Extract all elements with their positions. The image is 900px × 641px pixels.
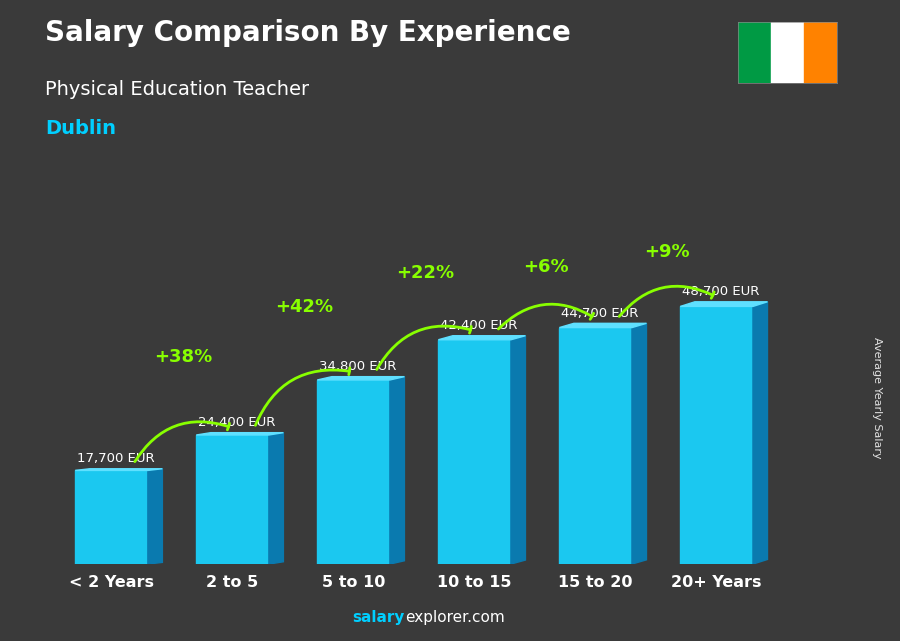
Text: +9%: +9% bbox=[644, 242, 690, 260]
Text: salary: salary bbox=[353, 610, 405, 625]
Bar bbox=[680, 306, 753, 564]
Text: 42,400 EUR: 42,400 EUR bbox=[440, 319, 517, 332]
Bar bbox=[559, 328, 632, 564]
Text: 44,700 EUR: 44,700 EUR bbox=[562, 306, 639, 319]
Polygon shape bbox=[76, 469, 162, 470]
Polygon shape bbox=[318, 377, 404, 380]
Polygon shape bbox=[390, 377, 404, 564]
Text: +6%: +6% bbox=[523, 258, 569, 276]
Polygon shape bbox=[511, 336, 526, 564]
Polygon shape bbox=[632, 323, 646, 564]
Text: 48,700 EUR: 48,700 EUR bbox=[682, 285, 760, 298]
Text: 17,700 EUR: 17,700 EUR bbox=[77, 452, 155, 465]
Polygon shape bbox=[196, 433, 284, 435]
Bar bbox=[318, 380, 390, 564]
Bar bbox=[738, 22, 771, 83]
Bar bbox=[196, 435, 269, 564]
Polygon shape bbox=[680, 302, 768, 306]
Text: 24,400 EUR: 24,400 EUR bbox=[198, 416, 275, 429]
Text: Dublin: Dublin bbox=[45, 119, 116, 138]
Polygon shape bbox=[559, 323, 646, 328]
Text: +22%: +22% bbox=[396, 263, 454, 282]
Text: Average Yearly Salary: Average Yearly Salary bbox=[872, 337, 883, 458]
Bar bbox=[76, 470, 148, 564]
Text: Salary Comparison By Experience: Salary Comparison By Experience bbox=[45, 19, 571, 47]
Text: explorer.com: explorer.com bbox=[405, 610, 505, 625]
Text: +38%: +38% bbox=[154, 348, 212, 366]
Bar bbox=[804, 22, 837, 83]
Polygon shape bbox=[438, 336, 526, 340]
Text: +42%: +42% bbox=[274, 298, 333, 316]
Text: Physical Education Teacher: Physical Education Teacher bbox=[45, 80, 309, 99]
Bar bbox=[771, 22, 804, 83]
Polygon shape bbox=[753, 302, 768, 564]
Bar bbox=[438, 340, 511, 564]
Text: 34,800 EUR: 34,800 EUR bbox=[320, 360, 397, 373]
Polygon shape bbox=[269, 433, 284, 564]
Polygon shape bbox=[148, 469, 162, 564]
